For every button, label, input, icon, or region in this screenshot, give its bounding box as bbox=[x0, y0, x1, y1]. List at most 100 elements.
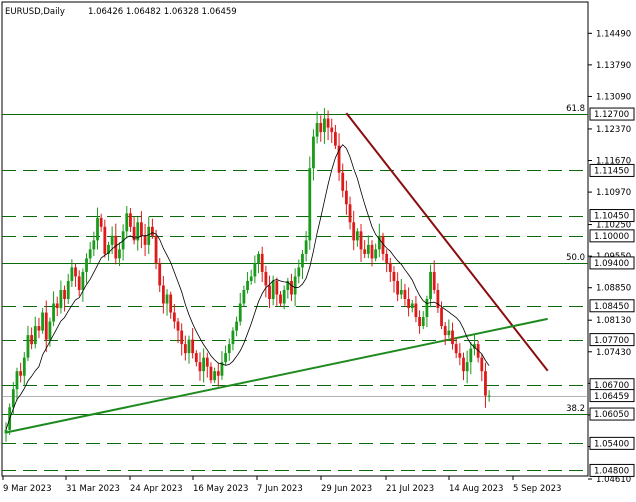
candle-bear bbox=[451, 330, 454, 345]
candle-bear bbox=[151, 226, 154, 236]
current-price-tag-text: 1.06459 bbox=[594, 392, 629, 402]
candle-bull bbox=[366, 244, 370, 254]
candle-bull bbox=[425, 299, 429, 318]
candle-bear bbox=[407, 299, 410, 309]
candle-bull bbox=[110, 235, 114, 245]
candle-bull bbox=[323, 118, 326, 133]
x-tick-label: 31 Mar 2023 bbox=[66, 484, 120, 494]
candle-bull bbox=[224, 353, 227, 363]
level-price-tag-text: 1.11450 bbox=[594, 167, 629, 177]
horizontal-levels bbox=[2, 114, 588, 471]
candle-bear bbox=[140, 222, 143, 236]
level-price-tag-box bbox=[589, 463, 635, 477]
trendlines bbox=[5, 112, 549, 434]
candle-bull bbox=[107, 244, 110, 254]
candle-bear bbox=[414, 303, 418, 318]
level-price-tag-box bbox=[589, 436, 635, 450]
candle-bear bbox=[176, 321, 180, 331]
moving-average bbox=[5, 144, 490, 430]
candle-bull bbox=[377, 235, 381, 250]
candle-bull bbox=[469, 348, 473, 363]
fib-label: 61.8 bbox=[566, 104, 585, 114]
candle-bull bbox=[227, 344, 231, 354]
chart-symbol: EURUSD,Daily bbox=[5, 7, 65, 17]
candle-bull bbox=[231, 330, 235, 345]
candle-bear bbox=[334, 132, 337, 146]
candle-bull bbox=[22, 357, 26, 376]
candle-bull bbox=[473, 344, 476, 349]
x-tick-label: 9 Mar 2023 bbox=[3, 484, 51, 494]
candle-bear bbox=[74, 267, 77, 277]
y-tick-label: 1.08850 bbox=[596, 284, 631, 294]
candle-bull bbox=[301, 253, 304, 268]
level-price-tag-box bbox=[589, 163, 635, 177]
candle-bear bbox=[363, 249, 367, 254]
candle-bull bbox=[4, 429, 8, 434]
candle-bull bbox=[48, 321, 52, 340]
candle-bear bbox=[216, 371, 220, 376]
candle-bear bbox=[143, 235, 147, 245]
candle-bull bbox=[293, 276, 297, 295]
candle-bull bbox=[242, 289, 246, 304]
candle-bull bbox=[282, 289, 286, 304]
candle-bear bbox=[330, 127, 334, 133]
candle-bear bbox=[458, 353, 462, 358]
candle-bull bbox=[81, 271, 85, 290]
fib-labels: 61.8 50.0 38.2 bbox=[566, 104, 585, 414]
level-price-tag-text: 1.06050 bbox=[594, 410, 629, 420]
candle-bull bbox=[271, 280, 275, 300]
candle-bear bbox=[381, 235, 385, 254]
level-price-tag-text: 1.10450 bbox=[594, 212, 629, 222]
level-price-tag-box bbox=[589, 229, 635, 243]
candle-bear bbox=[454, 344, 458, 354]
candle-bear bbox=[158, 262, 162, 286]
candle-bull bbox=[187, 339, 191, 354]
x-tick-label: 21 Jul 2023 bbox=[386, 484, 434, 494]
candle-bull bbox=[92, 240, 96, 250]
chart-ohlc: 1.06426 1.06482 1.06328 1.06459 bbox=[88, 7, 237, 17]
candle-bear bbox=[114, 235, 118, 259]
candle-bull bbox=[41, 312, 44, 331]
candle-bear bbox=[154, 235, 158, 263]
candle-bear bbox=[180, 330, 184, 345]
y-tick-label: 1.08130 bbox=[596, 316, 631, 326]
candle-bear bbox=[385, 253, 389, 263]
candle-bull bbox=[297, 267, 301, 277]
candle-bull bbox=[246, 280, 249, 290]
candle-bear bbox=[194, 353, 198, 363]
candle-bull bbox=[235, 321, 238, 331]
candle-bear bbox=[99, 217, 103, 227]
candle-bull bbox=[220, 362, 224, 376]
candle-bear bbox=[337, 145, 341, 173]
candle-bear bbox=[169, 294, 173, 313]
candle-bear bbox=[319, 123, 323, 133]
candle-bear bbox=[440, 308, 443, 327]
plot-frame bbox=[1, 1, 589, 477]
level-price-tag-box bbox=[589, 333, 635, 347]
candle-bull bbox=[447, 330, 451, 336]
candle-bull bbox=[399, 289, 403, 295]
candle-bull bbox=[85, 258, 88, 272]
candle-bear bbox=[161, 285, 165, 304]
y-tick-label: 1.07430 bbox=[596, 348, 631, 358]
candle-bear bbox=[132, 226, 136, 241]
level-price-tag-text: 1.08450 bbox=[594, 302, 629, 312]
candle-bear bbox=[344, 190, 348, 205]
candle-bull bbox=[213, 371, 217, 381]
candle-bear bbox=[396, 280, 400, 295]
candle-bear bbox=[436, 289, 440, 309]
candle-bear bbox=[198, 362, 202, 372]
level-price-tag-box bbox=[589, 256, 635, 270]
level-price-tag-text: 1.12700 bbox=[594, 110, 629, 120]
candle-bear bbox=[370, 244, 374, 259]
x-tick-label: 29 Jun 2023 bbox=[321, 484, 372, 494]
y-tick-label: 1.13790 bbox=[596, 61, 631, 71]
candle-bear bbox=[268, 285, 271, 300]
level-price-tag-text: 1.04800 bbox=[594, 467, 629, 477]
candle-bear bbox=[103, 226, 107, 254]
candle-bear bbox=[392, 271, 396, 281]
candle-bear bbox=[484, 371, 487, 396]
y-tick-label: 1.10970 bbox=[596, 188, 631, 198]
